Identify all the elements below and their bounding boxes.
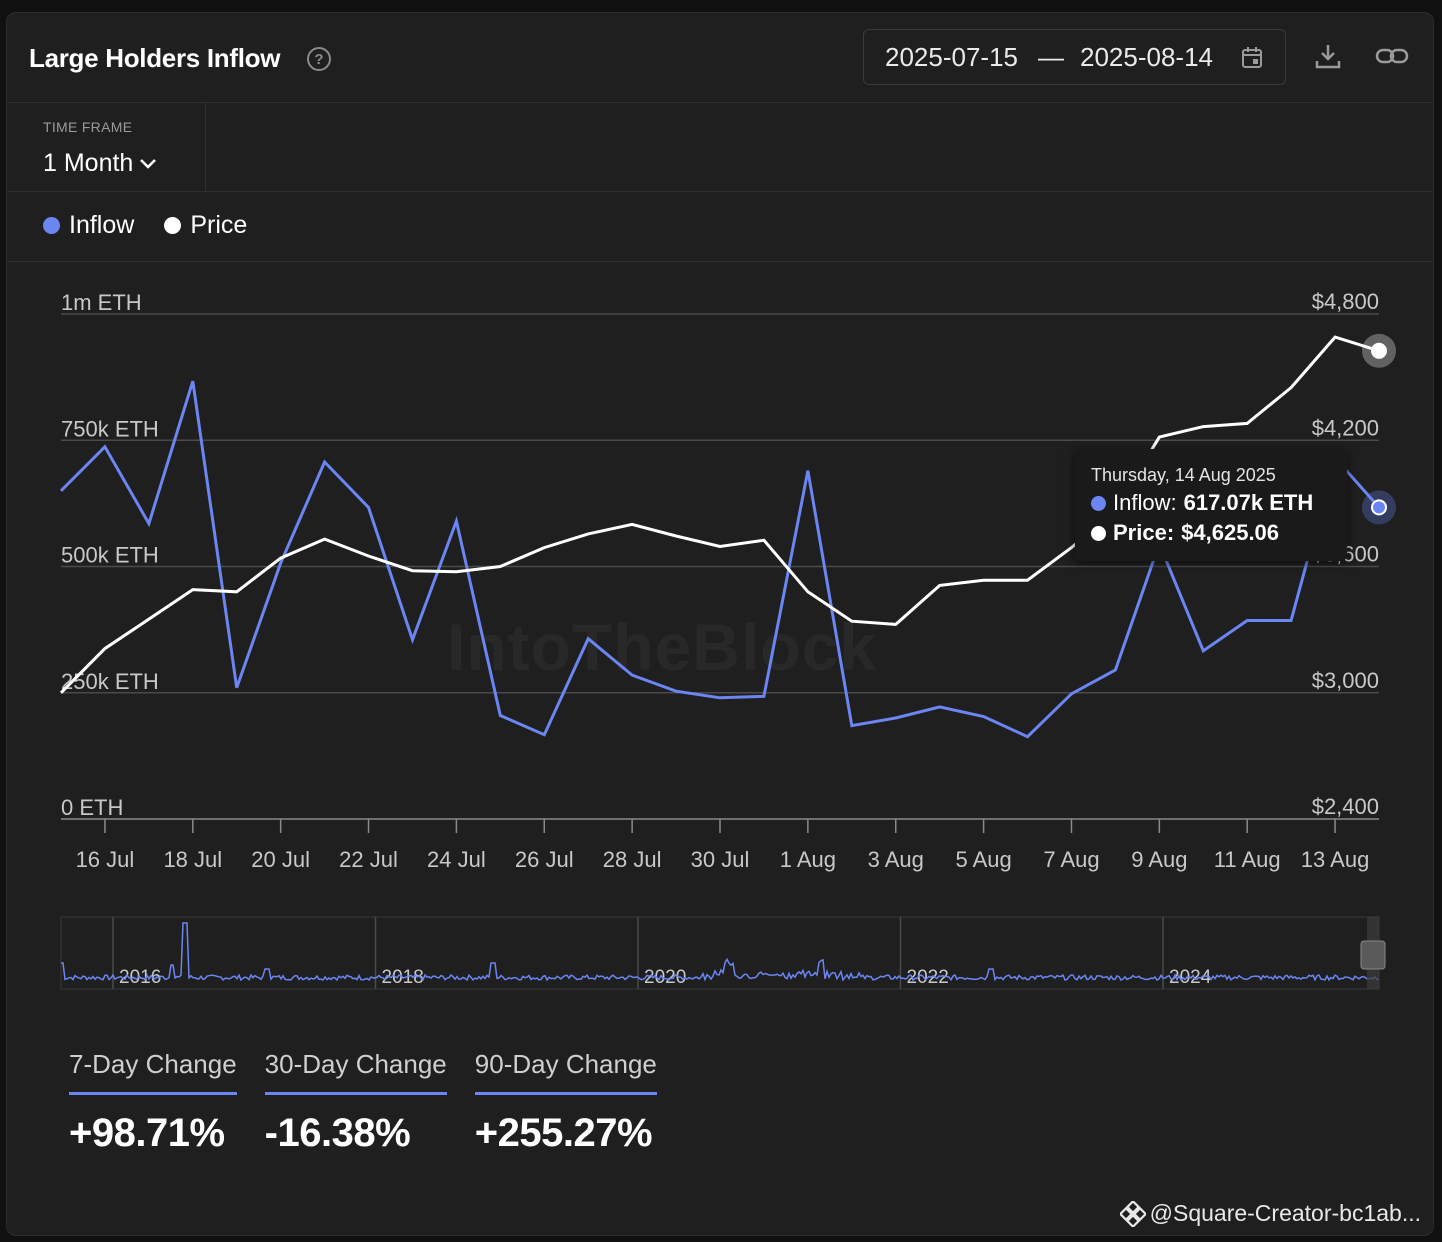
x-tick-label: 9 Aug [1131,847,1187,872]
change-7d: 7-Day Change +98.71% [69,1049,237,1156]
link-icon[interactable] [1375,43,1409,69]
change-7d-value: +98.71% [69,1111,225,1155]
tooltip-price-label: Price: [1113,520,1175,545]
timeframe-divider [205,103,206,191]
y-left-tick-label: 250k ETH [61,669,159,694]
x-tick-label: 28 Jul [603,847,662,872]
x-tick-label: 5 Aug [955,847,1011,872]
change-30d-label: 30-Day Change [264,1049,447,1095]
x-tick-label: 16 Jul [76,847,135,872]
y-left-tick-label: 500k ETH [61,543,159,568]
chart-tooltip: Thursday, 14 Aug 2025 Inflow: 617.07k ET… [1075,449,1347,561]
chart-card: Large Holders Inflow ? 2025-07-15 — 2025… [6,12,1434,1236]
point-inflow [1371,499,1387,516]
tooltip-date: Thursday, 14 Aug 2025 [1091,465,1276,485]
y-right-tick-label: $2,400 [1312,794,1379,819]
x-tick-label: 18 Jul [163,847,222,872]
legend-divider [7,261,1433,262]
change-90d: 90-Day Change +255.27% [474,1049,657,1156]
binance-logo-icon [1119,1200,1146,1227]
change-30d: 30-Day Change -16.38% [264,1049,447,1156]
change-stats: 7-Day Change +98.71% 30-Day Change -16.3… [69,1049,657,1156]
change-90d-label: 90-Day Change [474,1049,657,1095]
x-tick-label: 24 Jul [427,847,486,872]
tooltip-inflow-label: Inflow: [1113,490,1177,515]
date-to[interactable]: 2025-08-14 [1080,41,1213,72]
date-separator: — [1038,41,1064,72]
legend-dot-inflow [43,217,60,234]
y-right-tick-label: $3,000 [1312,668,1379,693]
tooltip-price-dot [1091,525,1106,541]
change-7d-label: 7-Day Change [69,1049,237,1095]
x-tick-label: 11 Aug [1214,847,1281,872]
footer-credit: @Square-Creator-bc1ab... [1119,1200,1421,1227]
y-right-tick-label: $4,200 [1312,415,1379,440]
legend-label-price: Price [190,211,248,239]
x-tick-label: 20 Jul [251,847,310,872]
x-tick-label: 30 Jul [691,847,750,872]
overview-history-line [61,922,1380,982]
tooltip-price-value: $4,625.06 [1181,520,1280,545]
date-from[interactable]: 2025-07-15 [885,41,1018,72]
legend-label-inflow: Inflow [69,211,135,239]
calendar-icon[interactable] [1241,46,1263,70]
x-tick-label: 1 Aug [780,847,836,872]
timeframe-label: TIME FRAME [43,119,133,135]
tooltip-inflow-row: Inflow: 617.07k ETH [1091,490,1331,516]
chevron-down-icon[interactable] [139,158,157,170]
footer-credit-text: @Square-Creator-bc1ab... [1149,1200,1421,1226]
legend-item-price[interactable]: Price [164,211,247,240]
overview-drag-handle-icon[interactable] [1360,940,1386,970]
change-30d-value: -16.38% [264,1111,411,1155]
tooltip-inflow-value: 617.07k ETH [1183,490,1314,515]
point-price [1371,342,1387,359]
watermark: IntoTheBlock [447,609,877,685]
controls-divider [7,191,1433,192]
date-range-picker[interactable]: 2025-07-15 — 2025-08-14 [863,29,1286,85]
change-90d-value: +255.27% [474,1111,653,1155]
chart-title: Large Holders Inflow [29,43,281,73]
x-tick-label: 13 Aug [1301,847,1370,872]
series-line-price [59,335,1380,694]
download-icon[interactable] [1313,41,1343,71]
x-tick-label: 3 Aug [868,847,924,872]
legend-dot-price [164,217,182,234]
x-tick-label: 26 Jul [515,847,574,872]
legend-item-inflow[interactable]: Inflow [43,211,134,240]
overview-year-label: 2020 [644,967,686,988]
tooltip-price-row: Price: $4,625.06 [1091,520,1331,546]
timeframe-select[interactable]: 1 Month [43,149,157,178]
y-right-tick-label: $4,800 [1312,289,1379,314]
x-tick-label: 22 Jul [339,847,398,872]
chart-legend: Inflow Price [43,211,247,240]
timeframe-value[interactable]: 1 Month [43,149,134,177]
y-left-tick-label: 750k ETH [61,416,159,441]
header-divider [7,102,1433,103]
help-icon[interactable]: ? [307,47,331,71]
tooltip-inflow-dot [1091,495,1106,511]
x-tick-label: 7 Aug [1043,847,1099,872]
y-left-tick-label: 1m ETH [61,290,142,315]
y-left-tick-label: 0 ETH [61,795,123,820]
